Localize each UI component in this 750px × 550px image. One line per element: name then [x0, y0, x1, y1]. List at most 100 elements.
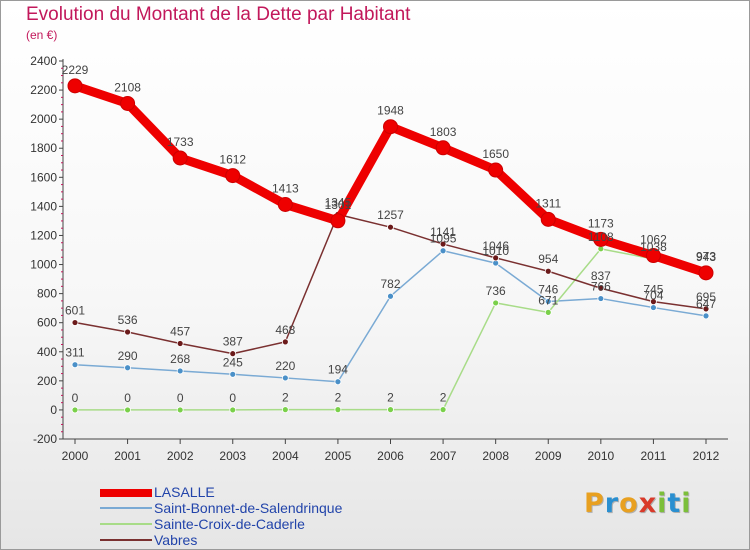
data-point [439, 240, 447, 248]
data-point [540, 211, 556, 227]
proxiti-logo: Proxiti [584, 488, 692, 519]
data-point [176, 340, 184, 347]
data-label: 311 [65, 346, 84, 360]
data-label: 1301 [325, 198, 352, 212]
legend-label-saint-bonnet: Saint-Bonnet-de-Salendrinque [154, 500, 343, 516]
data-point [67, 78, 83, 94]
data-label: 1173 [588, 216, 614, 230]
y-tick-label: 1600 [30, 170, 57, 184]
data-label: 601 [65, 304, 85, 318]
data-point [124, 328, 131, 336]
data-label: 1413 [272, 181, 299, 195]
data-label: 0 [177, 391, 184, 405]
data-label: 973 [696, 249, 716, 263]
data-label: 0 [229, 391, 236, 405]
data-point [387, 223, 394, 231]
y-tick-label: 800 [37, 287, 57, 301]
data-point [435, 140, 451, 156]
data-point [124, 364, 131, 372]
x-tick-label: 2005 [325, 449, 352, 463]
data-label: 2229 [62, 63, 89, 77]
data-label: 943 [696, 250, 716, 264]
data-point [330, 213, 346, 229]
data-label: 746 [538, 282, 558, 296]
data-label: 1010 [482, 244, 509, 258]
axes: -200020040060080010001200140016001800200… [30, 54, 728, 463]
x-tick-label: 2008 [482, 449, 509, 463]
data-point [383, 119, 398, 135]
logo-letter: i [657, 488, 668, 519]
logo-letter: t [667, 488, 682, 519]
data-point [172, 150, 188, 166]
y-tick-label: -200 [33, 432, 57, 446]
logo-letter: x [638, 488, 658, 519]
data-point [544, 298, 552, 305]
data-point [124, 406, 131, 414]
data-label: 468 [275, 323, 295, 337]
data-label: 1095 [430, 232, 457, 246]
data-label: 2 [282, 391, 289, 405]
x-tick-label: 2001 [114, 449, 141, 463]
y-tick-label: 2000 [30, 112, 57, 126]
data-label: 1345 [325, 195, 352, 209]
data-point [492, 299, 500, 307]
data-label: 704 [643, 289, 663, 303]
x-tick-label: 2012 [693, 449, 720, 463]
data-label: 671 [538, 293, 558, 307]
data-label: 1311 [535, 196, 561, 210]
legend-swatch-vabres [100, 539, 152, 541]
data-point [334, 406, 342, 414]
data-label: 245 [223, 355, 243, 369]
y-tick-label: 2400 [30, 54, 57, 68]
series-lasalle [67, 78, 714, 281]
y-tick-label: 600 [37, 316, 57, 330]
x-tick-label: 2002 [167, 449, 194, 463]
data-label: 782 [380, 277, 400, 291]
data-point [71, 319, 79, 326]
legend-label-sainte-croix: Sainte-Croix-de-Caderle [154, 516, 305, 532]
data-point [225, 168, 241, 184]
legend-swatch-saint-bonnet [100, 507, 152, 509]
data-label: 1803 [430, 125, 457, 139]
data-label: 1046 [482, 239, 509, 253]
data-point [488, 162, 504, 178]
data-point [544, 308, 552, 316]
data-label: 837 [591, 269, 611, 283]
data-label: 536 [118, 313, 138, 327]
logo-letter: r [604, 488, 620, 519]
data-label: 268 [170, 352, 190, 366]
data-label: 2 [335, 391, 342, 405]
data-point [597, 295, 605, 302]
data-label: 1108 [588, 230, 614, 244]
data-point [176, 367, 184, 375]
data-point [71, 361, 79, 369]
data-point [229, 370, 237, 378]
data-point [277, 196, 293, 212]
data-point [492, 254, 500, 262]
data-point [702, 305, 710, 313]
data-point [71, 406, 79, 414]
data-label: 1948 [377, 104, 404, 118]
data-point [229, 350, 237, 358]
data-label: 954 [538, 252, 558, 266]
data-point [281, 338, 289, 346]
data-label: 1650 [482, 147, 509, 161]
data-label: 766 [591, 280, 611, 294]
x-tick-label: 2007 [430, 449, 457, 463]
data-point [120, 95, 136, 111]
chart-title: Evolution du Montant de la Dette par Hab… [26, 4, 411, 25]
data-label: 695 [696, 290, 716, 304]
data-label: 1038 [640, 240, 667, 254]
series-vabres [71, 210, 710, 358]
data-label: 2 [440, 391, 447, 405]
x-tick-label: 2006 [377, 449, 404, 463]
data-label: 736 [486, 284, 506, 298]
y-tick-label: 1800 [30, 141, 57, 155]
chart-subtitle: (en €) [26, 28, 58, 42]
data-point [387, 292, 394, 300]
data-label: 220 [275, 359, 295, 373]
logo-letter: o [619, 488, 639, 519]
